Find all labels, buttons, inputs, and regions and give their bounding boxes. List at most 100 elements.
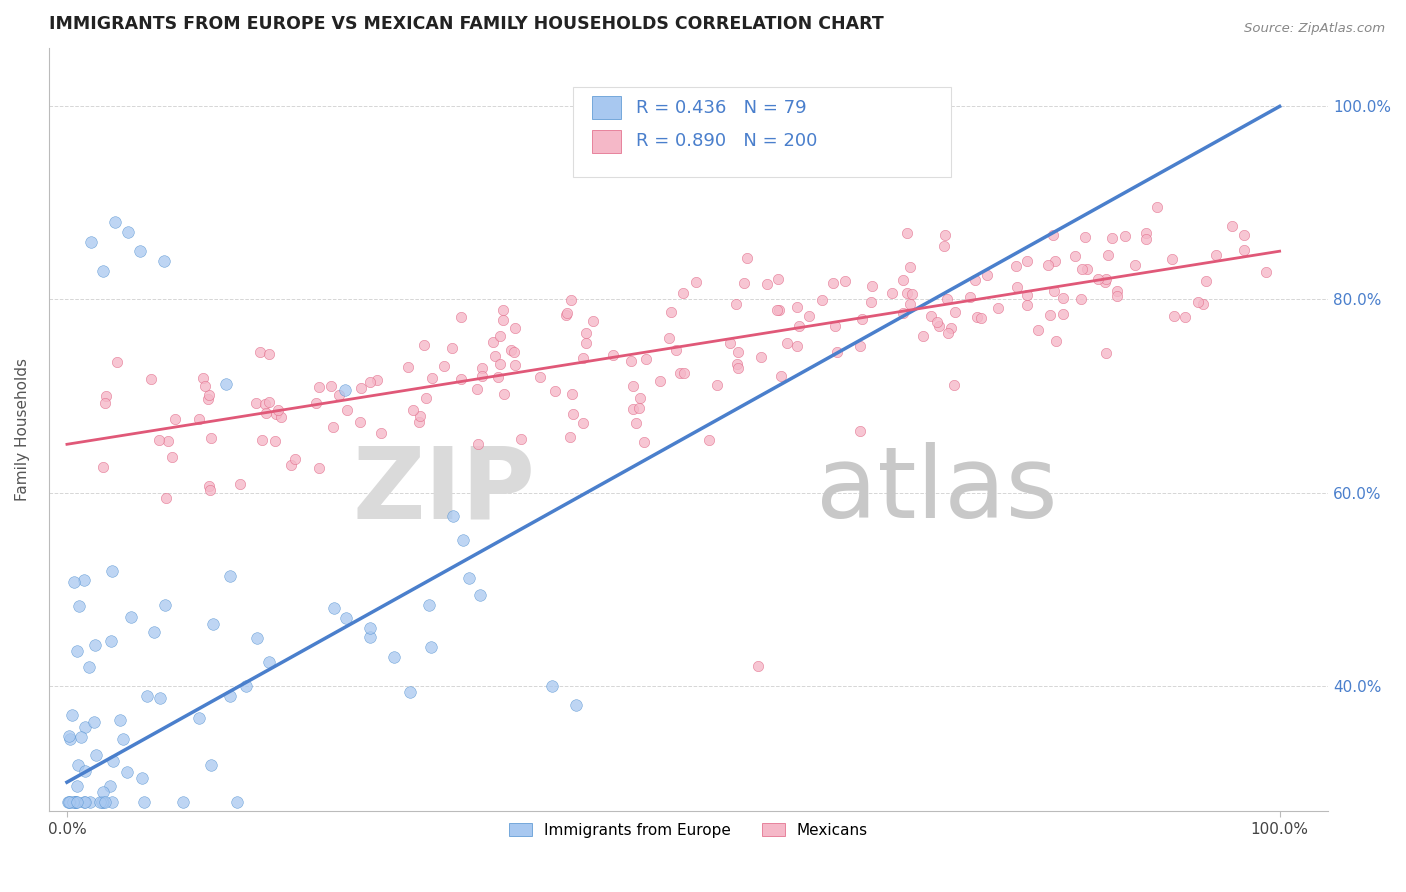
Point (359, 631, 381, 645)
Point (249, 345, 271, 359)
Point (450, 310, 472, 324)
Point (768, 272, 790, 286)
Point (322, 419, 344, 434)
Point (1135, 226, 1157, 240)
Point (1135, 232, 1157, 246)
Point (898, 260, 921, 274)
Point (920, 309, 942, 323)
Text: R = 0.890   N = 200: R = 0.890 N = 200 (636, 133, 817, 151)
Point (811, 293, 834, 308)
Point (896, 227, 918, 241)
Point (1070, 292, 1092, 306)
Point (727, 361, 749, 376)
Point (1017, 298, 1039, 312)
Point (201, 617, 224, 632)
Point (359, 376, 381, 390)
Point (336, 403, 359, 417)
Point (225, 795, 247, 809)
Point (1017, 288, 1039, 302)
Point (73, 795, 96, 809)
Point (602, 348, 624, 362)
FancyBboxPatch shape (574, 87, 950, 177)
Point (155, 491, 177, 506)
Point (768, 302, 790, 317)
Point (1038, 258, 1060, 272)
Point (706, 377, 728, 392)
Point (73, 764, 96, 779)
Point (84, 638, 107, 652)
Point (541, 679, 564, 693)
Point (193, 371, 215, 385)
Point (187, 411, 209, 425)
Point (1233, 227, 1256, 242)
Point (1042, 227, 1064, 242)
Point (1052, 291, 1074, 305)
Point (648, 374, 671, 388)
Point (1076, 261, 1098, 276)
Point (727, 344, 749, 359)
Point (153, 253, 176, 268)
Point (627, 401, 650, 415)
Point (257, 655, 280, 669)
Point (987, 301, 1010, 315)
Point (936, 293, 959, 307)
Point (932, 239, 955, 253)
Point (1174, 310, 1197, 324)
Point (111, 731, 134, 746)
Point (70, 730, 93, 744)
Point (197, 392, 219, 406)
Point (89, 795, 111, 809)
Point (335, 611, 357, 625)
Point (1005, 280, 1028, 294)
Point (117, 225, 139, 239)
Legend: Immigrants from Europe, Mexicans: Immigrants from Europe, Mexicans (502, 815, 876, 846)
Point (149, 691, 172, 706)
Point (142, 624, 165, 639)
Point (502, 345, 524, 359)
Point (572, 351, 595, 366)
Point (250, 434, 273, 448)
Point (1107, 289, 1129, 303)
Point (413, 338, 436, 352)
Point (66, 757, 89, 772)
Point (770, 368, 793, 383)
Point (558, 430, 581, 444)
Point (120, 610, 142, 624)
Point (776, 336, 799, 351)
Point (1101, 231, 1123, 245)
Point (284, 452, 307, 467)
Point (157, 434, 180, 448)
Point (482, 335, 505, 350)
Point (966, 310, 988, 324)
Point (1026, 323, 1049, 337)
Point (697, 433, 720, 447)
Point (1163, 310, 1185, 324)
Point (72, 573, 94, 587)
Point (419, 640, 441, 654)
Point (66, 795, 89, 809)
Point (94, 795, 117, 809)
Point (420, 370, 443, 384)
Point (58, 795, 80, 809)
Point (1043, 284, 1066, 298)
Point (1094, 275, 1116, 289)
Point (849, 338, 872, 352)
Text: R = 0.436   N = 79: R = 0.436 N = 79 (636, 99, 807, 117)
Point (194, 379, 217, 393)
Point (62, 795, 84, 809)
Point (976, 268, 998, 282)
Point (66, 779, 89, 793)
Point (939, 320, 962, 334)
Point (724, 296, 747, 310)
Point (859, 295, 882, 310)
Point (1195, 274, 1218, 288)
Point (562, 407, 585, 421)
Point (359, 621, 381, 635)
Point (911, 329, 934, 343)
Point (402, 403, 425, 417)
Point (1071, 261, 1094, 276)
Point (1192, 296, 1215, 310)
Point (257, 394, 280, 409)
Point (80, 235, 103, 249)
Point (925, 315, 948, 329)
